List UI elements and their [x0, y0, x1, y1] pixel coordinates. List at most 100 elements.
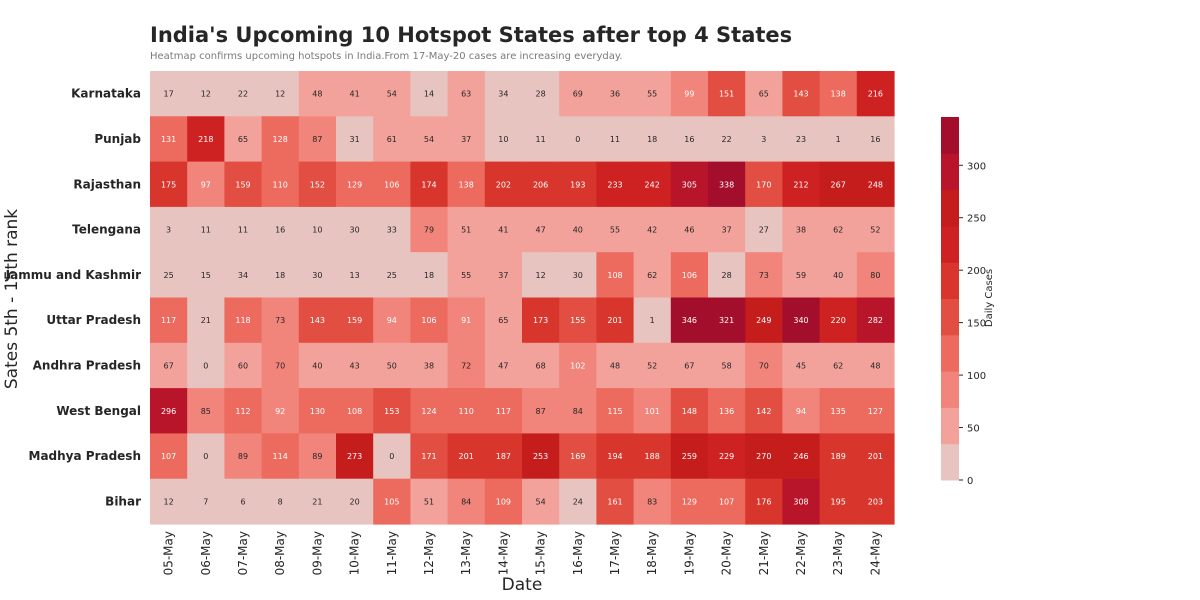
heatmap-cell — [708, 342, 746, 389]
heatmap-cell — [224, 252, 263, 299]
heatmap-cell — [708, 388, 746, 434]
cell-value-label: 194 — [607, 452, 622, 461]
heatmap-cell — [410, 478, 449, 525]
heatmap-cell — [782, 388, 821, 434]
cell-value-label: 22 — [238, 90, 248, 99]
heatmap-cell — [633, 388, 672, 434]
x-axis-title: Date — [502, 575, 543, 595]
cell-value-label: 37 — [498, 271, 508, 280]
heatmap-cell — [410, 388, 449, 434]
heatmap-cell — [522, 297, 560, 344]
heatmap-cell — [596, 388, 635, 434]
heatmap-cell — [819, 161, 858, 208]
cell-value-label: 48 — [312, 90, 322, 99]
colorbar-tick-label: 0 — [967, 476, 973, 487]
heatmap-cell — [819, 252, 858, 299]
heatmap-cell — [670, 161, 709, 208]
colorbar-segment — [941, 225, 959, 263]
y-tick-label: West Bengal — [56, 404, 141, 418]
cell-value-label: 11 — [610, 135, 620, 144]
heatmap-cell — [522, 342, 560, 389]
heatmap-cell — [187, 433, 225, 480]
heatmap-cell — [782, 433, 821, 480]
heatmap-cell — [484, 433, 523, 480]
heatmap-cell — [224, 161, 263, 208]
cell-value-label: 106 — [384, 180, 399, 189]
cell-value-label: 30 — [573, 271, 583, 280]
y-tick-label: Jammu and Kashmir — [5, 268, 141, 282]
heatmap-cell — [373, 161, 411, 208]
cell-value-label: 37 — [461, 135, 471, 144]
cell-value-label: 40 — [833, 271, 843, 280]
heatmap-cell — [298, 433, 337, 480]
cell-value-label: 201 — [459, 452, 474, 461]
cell-value-label: 143 — [310, 316, 325, 325]
x-tick-label: 06-May — [199, 531, 213, 575]
heatmap-cell — [708, 116, 746, 163]
cell-value-label: 46 — [684, 226, 694, 235]
heatmap-cell — [596, 478, 635, 525]
cell-value-label: 12 — [275, 90, 285, 99]
cell-value-label: 0 — [203, 452, 208, 461]
heatmap-cell — [670, 297, 709, 344]
cell-value-label: 282 — [868, 316, 883, 325]
x-tick-label: 20-May — [720, 531, 734, 575]
heatmap-cell — [224, 478, 263, 525]
heatmap-cell — [150, 342, 188, 389]
y-tick-label: Andhra Pradesh — [33, 358, 141, 372]
y-tick-label: Bihar — [105, 494, 141, 508]
cell-value-label: 110 — [273, 180, 288, 189]
cell-value-label: 83 — [647, 497, 657, 506]
heatmap-cell — [596, 297, 635, 344]
heatmap-cell — [261, 433, 300, 480]
cell-value-label: 128 — [273, 135, 288, 144]
heatmap-cell — [224, 342, 263, 389]
heatmap-cell — [522, 433, 560, 480]
cell-value-label: 33 — [387, 226, 397, 235]
heatmap-cell — [708, 161, 746, 208]
x-tick-label: 15-May — [534, 531, 548, 575]
heatmap-cell — [782, 161, 821, 208]
heatmap-cell — [187, 116, 225, 163]
cell-value-label: 10 — [498, 135, 508, 144]
heatmap-cell — [298, 116, 337, 163]
cell-value-label: 68 — [536, 361, 546, 370]
heatmap-cell — [484, 252, 523, 299]
cell-value-label: 15 — [201, 271, 211, 280]
cell-value-label: 84 — [461, 497, 471, 506]
cell-value-label: 42 — [647, 226, 657, 235]
heatmap-cell — [559, 71, 597, 117]
heatmap-cell — [150, 433, 188, 480]
heatmap-cell — [484, 71, 523, 117]
colorbar-segment — [941, 189, 959, 227]
heatmap-cell — [708, 478, 746, 525]
cell-value-label: 23 — [796, 135, 806, 144]
x-tick-label: 16-May — [571, 531, 585, 575]
cell-value-label: 195 — [831, 497, 846, 506]
heatmap-cell — [150, 388, 188, 434]
heatmap-cell — [633, 71, 672, 117]
heatmap-cell — [670, 116, 709, 163]
x-tick-label: 11-May — [385, 531, 399, 575]
y-tick-label: Madhya Pradesh — [29, 449, 142, 463]
heatmap-cell — [856, 206, 895, 253]
heatmap-cell — [224, 297, 263, 344]
cell-value-label: 24 — [573, 497, 583, 506]
heatmap-cell — [782, 71, 821, 117]
cell-value-label: 118 — [235, 316, 250, 325]
cell-value-label: 40 — [312, 361, 322, 370]
cell-value-label: 346 — [682, 316, 697, 325]
heatmap-cell — [261, 297, 300, 344]
cell-value-label: 55 — [461, 271, 471, 280]
cell-value-label: 107 — [161, 452, 176, 461]
heatmap-cell — [633, 161, 672, 208]
x-tick-labels: 05-May 06-May 07-May 08-May 09-May 10-May 11-M… — [162, 531, 883, 575]
colorbar-segment — [941, 298, 959, 336]
heatmap-cell — [187, 71, 225, 117]
heatmap-cell — [782, 342, 821, 389]
cell-value-label: 201 — [607, 316, 622, 325]
cell-value-label: 89 — [312, 452, 322, 461]
cell-value-label: 148 — [682, 407, 697, 416]
cell-value-label: 94 — [387, 316, 397, 325]
heatmap-cell — [559, 206, 597, 253]
